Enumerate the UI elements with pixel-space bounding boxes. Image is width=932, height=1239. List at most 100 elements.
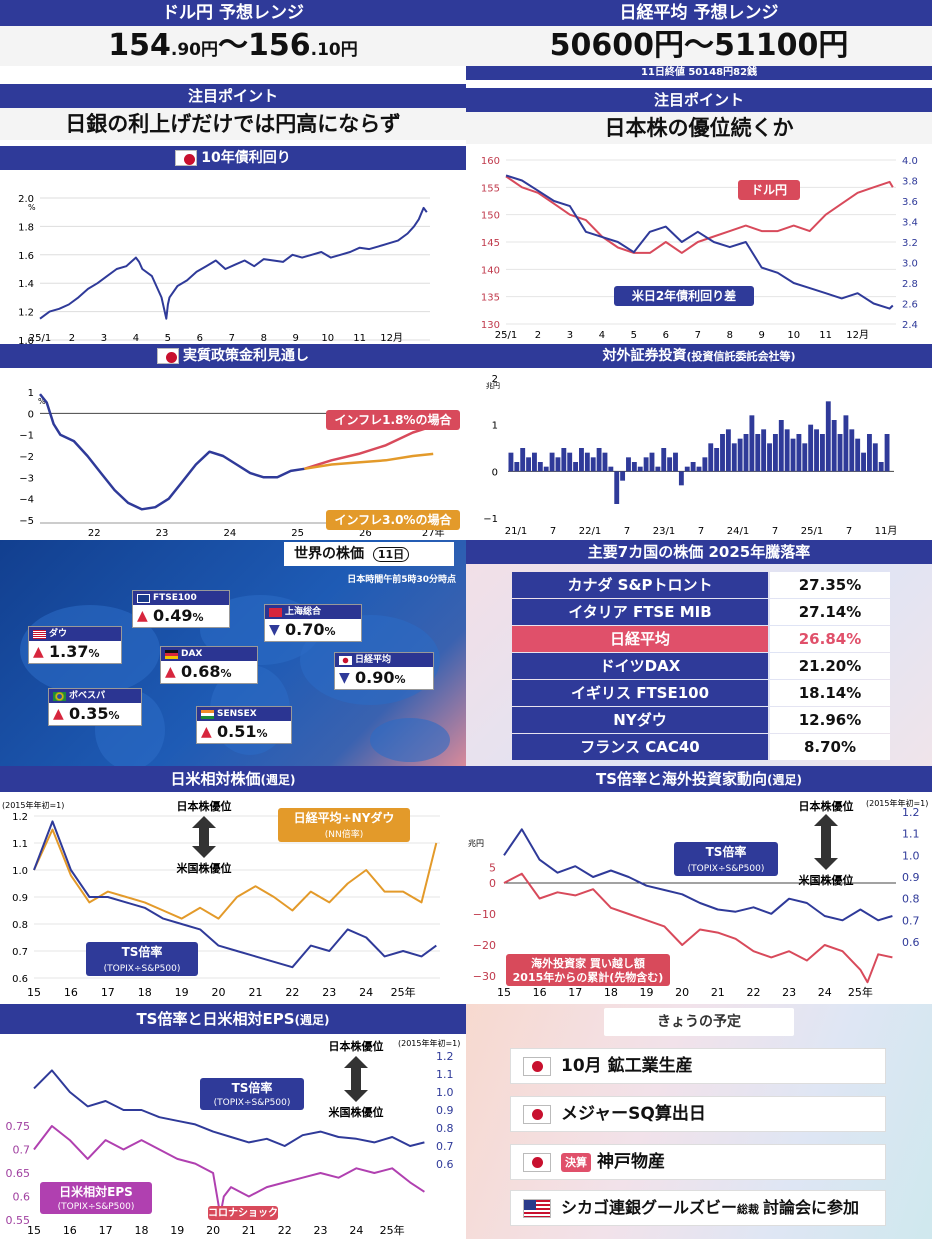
y-tick-label: −1 [483,514,498,525]
realrate-line [39,393,305,511]
y-unit-label: (2015年年初=1) [2,800,64,810]
bar [543,466,549,472]
bar [725,429,731,472]
y2-tick-label: 0.7 [902,914,920,927]
relative-eps-label-box [40,1182,152,1214]
x-tick-label: 21/1 [505,526,527,537]
usdjpy-focus: 注目ポイント [0,84,466,108]
bar [537,462,543,472]
g7-country: イギリス FTSE100 [512,680,768,706]
usdjpy-sep: 〜 [218,28,248,63]
y2-tick-label: 3.4 [902,218,918,229]
annotation-japan-favored: 日本株優位 [329,1039,384,1053]
g7-value: 21.20% [770,653,890,679]
usdjpy-low-dec: .90円 [170,40,218,60]
x-tick-label: 15 [27,1224,41,1237]
x-tick-label: 19 [170,1224,184,1237]
x-tick-label: 22 [746,986,760,999]
inflation-3-0-label: インフレ3.0%の場合 [335,512,453,527]
x-tick-label: 23 [314,1224,328,1237]
y-tick-label: −2 [19,452,34,463]
relative-eps-line [33,1125,425,1217]
spread-line [505,174,894,310]
tseps-title-bar: TS倍率と日米相対EPS(週足) [0,1004,466,1034]
y-tick-label: −10 [473,908,496,921]
bar [872,443,878,472]
stock-name: SENSEX [217,709,257,719]
x-tick-label: 5 [631,330,637,341]
y-tick-label: 0 [489,877,496,890]
relstock-title-bar: 日米相対株価(週足) [0,766,466,792]
bar [655,466,661,472]
y2-tick-label: 0.8 [902,893,920,906]
x-tick-label: 24/1 [727,526,749,537]
japan-flag-icon [157,348,179,364]
annotation-japan-favored: 日本株優位 [177,799,232,813]
y2-tick-label: 1.0 [902,849,920,862]
g7-value: 8.70% [770,734,890,760]
bar [567,452,573,472]
bar [808,424,814,472]
g7-row: イタリア FTSE MIB 27.14% [512,599,892,625]
y2-tick-label: 0.9 [902,871,920,884]
y2-unit-label: (2015年年初=1) [866,798,928,808]
stock-name: 日経平均 [355,655,392,665]
x-tick-label: 22/1 [579,526,601,537]
bar [620,471,626,481]
tsforeign-title-bar: TS倍率と海外投資家動向(週足) [466,766,932,792]
arrow-up-icon: ▲ [137,608,148,624]
y2-tick-label: 2.6 [902,300,918,311]
x-tick-label: 22 [285,986,299,999]
usdjpy-high: 156 [248,28,311,63]
tseps-panel: TS倍率と日米相対EPS(週足) 0.75 0.7 0.65 0.6 0.55 (2015… [0,1004,466,1239]
y-tick-label: 0.75 [6,1120,31,1133]
g7-row: ドイツDAX 21.20% [512,653,892,679]
g7-country: カナダ S&Pトロント [512,572,768,598]
x-tick-label: 24 [359,986,373,999]
schedule-item: メジャーSQ算出日 [510,1096,886,1132]
g7-value: 27.14% [770,599,890,625]
x-tick-label: 8 [727,330,733,341]
bar [861,452,866,472]
y-tick-label: 1.4 [18,279,34,290]
y2-tick-label: 2.4 [902,320,918,331]
y-unit-label: 兆円 [486,381,500,390]
y-tick-label: 0.6 [12,974,28,985]
ts-ratio-label-box [200,1078,304,1110]
jgb10-chart: 1.0 1.2 1.4 1.6 1.8 2.0% 25/1 2 3 4 5 6 7 8 9 10 11 12月 [18,194,430,344]
tsforeign-title-sub: (週足) [767,773,803,787]
nn-ratio-line [33,828,438,920]
y-tick-label: 0.9 [12,893,28,904]
x-tick-label: 20 [212,986,226,999]
bar [884,434,890,472]
bar [790,438,796,472]
bar [637,466,643,472]
usdjpy-label: ドル円 [751,183,787,197]
ts-ratio-label-sub: (TOPIX÷S&P500) [104,964,181,974]
foreign-title-sub: (投資信託委託会社等) [686,350,796,363]
stock-bovespa: ボベスパ ▲ 0.35% [48,688,142,726]
schedule-item: 決算 神戸物産 [510,1144,886,1180]
schedule-text: シカゴ連銀グールズビー [561,1198,738,1217]
bar [584,452,590,472]
realrate-title-bar: 実質政策金利見通し [0,344,466,368]
y-tick-label: 1 [28,388,34,399]
stock-dow: ダウ ▲ 1.37% [28,626,122,664]
bar [643,457,649,472]
schedule-text: 神戸物産 [597,1152,665,1172]
usdjpy-panel: ドル円 予想レンジ 154.90円〜156.10円 注目ポイント 日銀の利上げだ… [0,0,466,146]
y-tick-label: −5 [19,516,34,527]
stock-shanghai: 上海総合 ▼ 0.70% [264,604,362,642]
x-tick-label: 7 [846,526,852,537]
x-tick-label: 6 [197,333,203,344]
y-tick-label: 5 [489,862,496,875]
y-tick-label: 140 [481,265,500,276]
bar [843,415,849,472]
bar [532,452,537,472]
x-tick-label: 25/1 [495,330,517,341]
x-tick-label: 7 [550,526,556,537]
g7-row: 日経平均 26.84% [512,626,892,652]
stock-value: 0.70 [285,620,325,639]
foreign-panel: 対外証券投資(投資信託委託会社等) 2 1 0 −1 兆円 21/1 7 22/1 7 23/1 7… [466,344,932,540]
stock-nikkei: 日経平均 ▼ 0.90% [334,652,434,690]
